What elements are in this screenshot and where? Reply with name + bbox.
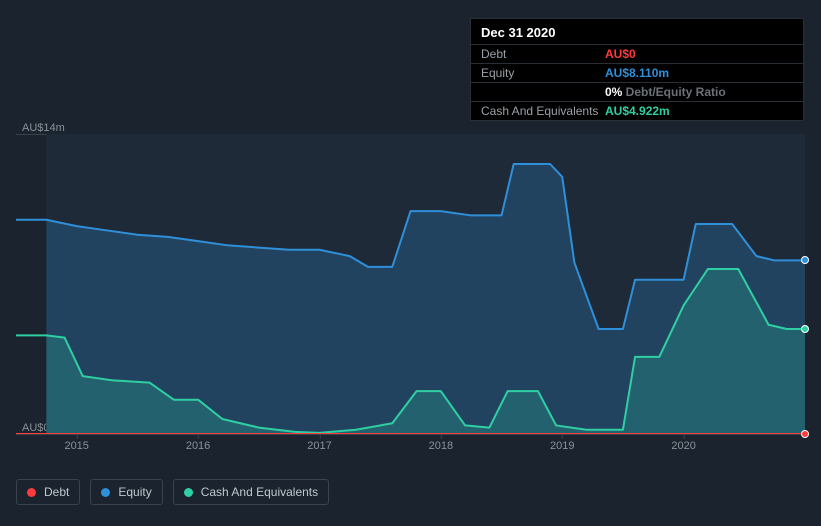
legend-item-debt[interactable]: Debt [16,479,80,505]
tooltip-row-value: 0% Debt/Equity Ratio [605,85,726,99]
tooltip-row: 0% Debt/Equity Ratio [471,82,803,101]
x-tick: 2016 [186,440,210,452]
legend-dot [27,488,36,497]
tooltip-date: Dec 31 2020 [471,19,803,44]
chart-tooltip: Dec 31 2020 DebtAU$0EquityAU$8.110m0% De… [470,18,804,121]
end-marker-equity [801,256,809,264]
tooltip-row: DebtAU$0 [471,44,803,63]
legend-label: Debt [44,485,69,499]
tooltip-row-value: AU$8.110m [605,66,669,80]
y-axis-top-label: AU$14m [22,122,65,134]
legend-dot [101,488,110,497]
x-tick: 2020 [671,440,695,452]
x-axis: 2015 2016 2017 2018 2019 2020 [16,440,805,460]
gridline-bottom [16,434,805,435]
end-marker-debt [801,430,809,438]
legend-item-cash-and-equivalents[interactable]: Cash And Equivalents [173,479,329,505]
chart-legend: Debt Equity Cash And Equivalents [16,479,329,505]
legend-dot [184,488,193,497]
chart-plot-area [16,134,805,434]
legend-item-equity[interactable]: Equity [90,479,162,505]
tooltip-row-label: Debt [481,47,605,61]
x-tick: 2019 [550,440,574,452]
end-marker-cash [801,325,809,333]
financial-chart: Dec 31 2020 DebtAU$0EquityAU$8.110m0% De… [0,0,821,526]
tooltip-row-value: AU$0 [605,47,636,61]
tooltip-row: EquityAU$8.110m [471,63,803,82]
x-tick: 2017 [307,440,331,452]
x-tick: 2015 [64,440,88,452]
legend-label: Equity [118,485,151,499]
tooltip-row: Cash And EquivalentsAU$4.922m [471,101,803,120]
x-tick: 2018 [429,440,453,452]
tooltip-row-label: Equity [481,66,605,80]
legend-label: Cash And Equivalents [201,485,318,499]
tooltip-row-label [481,85,605,99]
tooltip-row-label: Cash And Equivalents [481,104,605,118]
tooltip-row-value: AU$4.922m [605,104,670,118]
